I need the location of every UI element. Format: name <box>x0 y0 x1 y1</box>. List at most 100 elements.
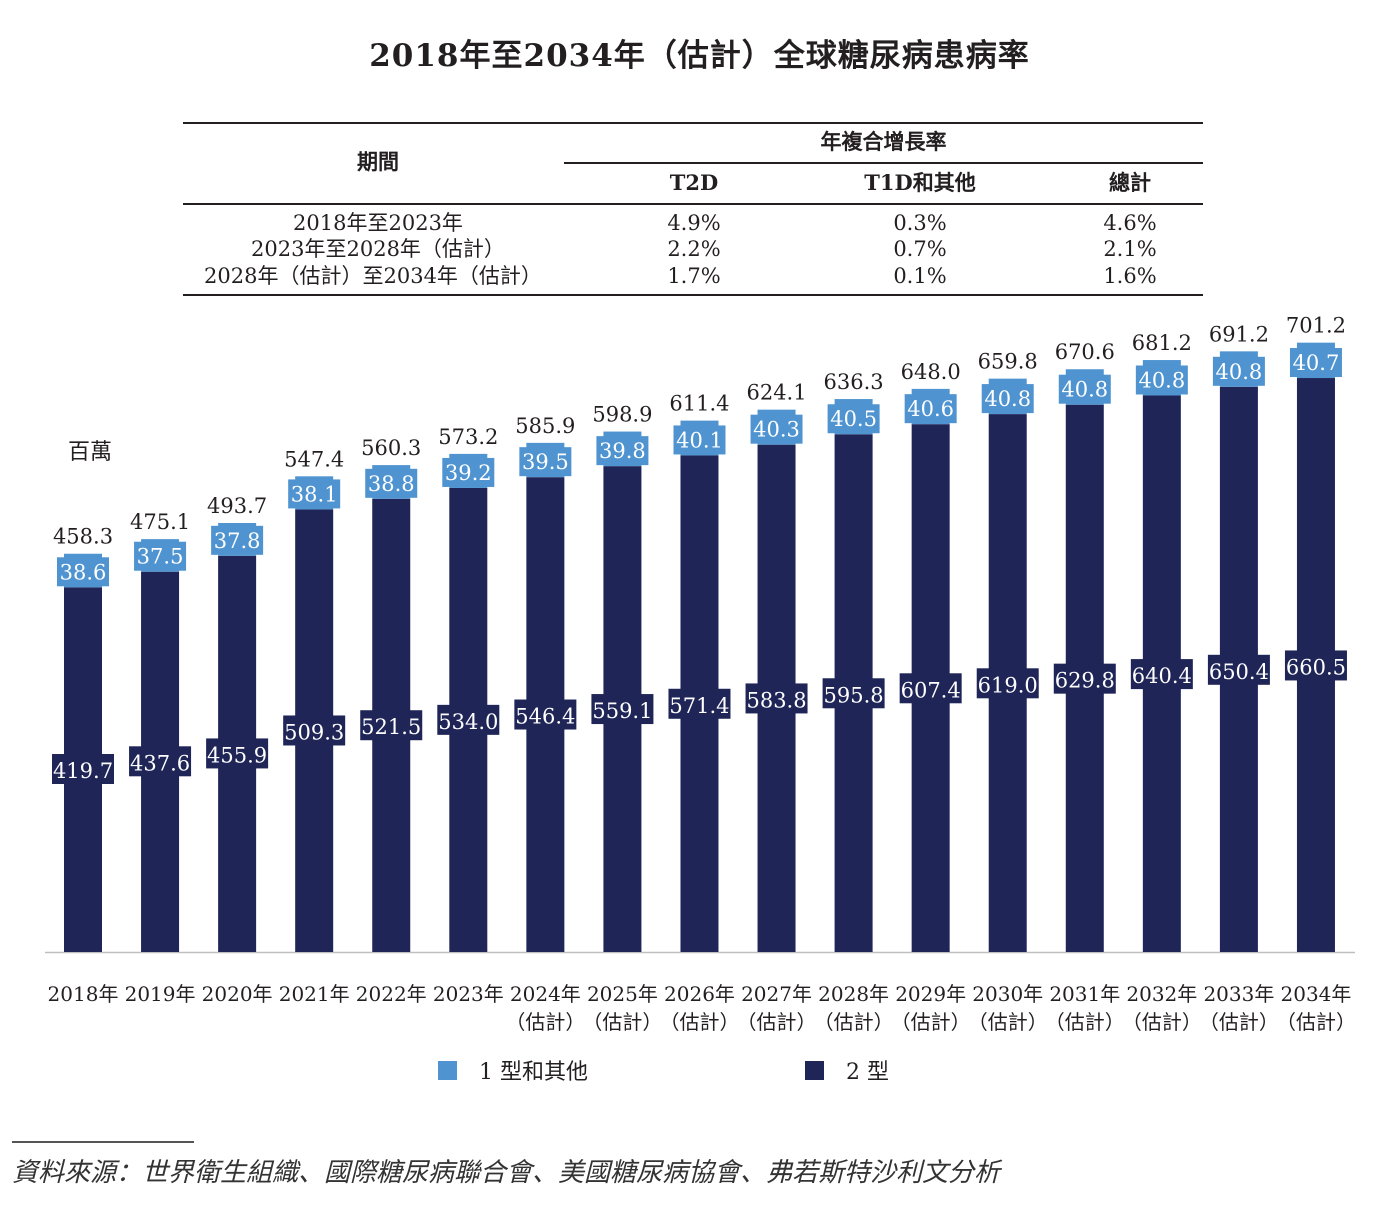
data-label-type2: 640.4 <box>1132 664 1192 688</box>
x-tick-estimate-note: （估計） <box>967 1010 1048 1034</box>
data-label-total: 648.0 <box>901 360 961 384</box>
col-header-t1d: T1D和其他 <box>864 170 976 195</box>
label-box-type2 <box>822 678 885 709</box>
data-label-total: 636.3 <box>824 370 884 394</box>
cagr-table: 期間 年複合增長率 T2D T1D和其他 總計 2018年至2023年 4.9%… <box>183 122 1203 298</box>
label-box-type2 <box>1284 650 1347 681</box>
label-box-type2 <box>129 746 192 777</box>
table-top-rule <box>183 122 1203 124</box>
x-tick-estimate-note: （估計） <box>1121 1010 1202 1034</box>
label-box-type1 <box>981 384 1034 414</box>
table-row-1-period: 2018年至2023年 <box>293 211 463 235</box>
x-tick-label: 2026年 （估計） <box>659 980 739 1036</box>
data-label-total: 475.1 <box>130 510 190 534</box>
x-tick-estimate-note: （估計） <box>582 1010 663 1034</box>
legend-label-type2: 2 型 <box>846 1060 889 1085</box>
data-label-type2: 595.8 <box>824 683 884 707</box>
data-label-type1: 39.8 <box>599 439 646 463</box>
x-tick-label: 2028年 （估計） <box>814 980 894 1036</box>
x-tick-year: 2025年 <box>586 982 658 1006</box>
table-row-3-period: 2028年（估計）至2034年（估計） <box>204 264 542 288</box>
data-label-type1: 40.8 <box>1216 360 1263 384</box>
label-box-type2 <box>1053 663 1116 694</box>
x-tick-label: 2023年 <box>428 980 508 1008</box>
data-label-type1: 40.8 <box>984 387 1031 411</box>
data-label-type2: 559.1 <box>592 699 652 723</box>
x-tick-year: 2022年 <box>355 982 427 1006</box>
data-label-total: 458.3 <box>53 525 113 549</box>
data-label-type2: 650.4 <box>1209 660 1269 684</box>
data-label-type2: 629.8 <box>1055 669 1115 693</box>
x-tick-label: 2022年 <box>351 980 431 1008</box>
table-row-1-t1d: 0.3% <box>893 211 947 235</box>
label-box-type2 <box>283 715 346 746</box>
table-row-2-t2d: 2.2% <box>667 237 721 261</box>
legend-item-type2: 2 型 <box>805 1054 889 1086</box>
label-box-type1 <box>673 425 726 455</box>
data-label-type2: 521.5 <box>361 715 421 739</box>
x-tick-year: 2019年 <box>124 982 196 1006</box>
data-label-total: 670.6 <box>1055 340 1115 364</box>
x-tick-estimate-note: （估計） <box>1198 1010 1279 1034</box>
data-label-type1: 38.1 <box>291 482 338 506</box>
x-tick-year: 2030年 <box>972 982 1044 1006</box>
data-label-type2: 437.6 <box>130 751 190 775</box>
x-tick-label: 2018年 <box>43 980 123 1008</box>
x-tick-estimate-note: （估計） <box>890 1010 971 1034</box>
x-tick-year: 2027年 <box>741 982 812 1006</box>
data-label-total: 611.4 <box>669 392 729 416</box>
x-tick-estimate-note: （估計） <box>736 1010 817 1034</box>
x-tick-year: 2021年 <box>278 982 350 1006</box>
x-tick-label: 2029年 （估計） <box>891 980 971 1036</box>
table-row-2-total: 2.1% <box>1103 237 1157 261</box>
data-label-total: 560.3 <box>361 436 421 460</box>
label-box-type1 <box>904 394 957 424</box>
data-label-type1: 40.3 <box>753 418 800 442</box>
label-box-type1 <box>442 457 495 487</box>
label-box-type1 <box>288 479 341 509</box>
x-tick-year: 2018年 <box>47 982 119 1006</box>
data-label-total: 598.9 <box>592 403 652 427</box>
data-label-type2: 419.7 <box>53 759 113 783</box>
x-tick-label: 2034年 （估計） <box>1276 980 1356 1036</box>
data-label-type1: 37.5 <box>137 545 184 569</box>
label-box-type2 <box>1207 654 1270 685</box>
data-label-type1: 40.7 <box>1293 351 1340 375</box>
x-tick-estimate-note: （估計） <box>813 1010 894 1034</box>
data-label-type1: 40.1 <box>676 428 723 452</box>
label-box-type2 <box>745 683 808 714</box>
label-box-type1 <box>1058 374 1111 404</box>
legend-swatch-type1 <box>438 1060 457 1080</box>
legend-label-type1: 1 型和其他 <box>479 1060 588 1085</box>
table-row-3-total: 1.6% <box>1103 264 1157 288</box>
data-label-type2: 571.4 <box>669 694 729 718</box>
label-box-type2 <box>591 694 654 725</box>
x-tick-year: 2028年 <box>818 982 890 1006</box>
x-tick-year: 2024年 <box>509 982 581 1006</box>
table-row-1-total: 4.6% <box>1103 211 1157 235</box>
label-box-type1 <box>1212 356 1265 386</box>
x-tick-year: 2029年 <box>895 982 967 1006</box>
x-tick-estimate-note: （估計） <box>1275 1010 1356 1034</box>
legend-swatch-type2 <box>805 1060 824 1080</box>
label-box-type1 <box>57 557 109 587</box>
x-tick-year: 2032年 <box>1126 982 1198 1006</box>
label-box-type2 <box>437 704 500 735</box>
label-box-type1 <box>365 468 418 498</box>
label-box-type1 <box>134 541 187 571</box>
label-box-type1 <box>827 404 880 434</box>
table-row-3-t1d: 0.1% <box>893 264 947 288</box>
data-label-type2: 619.0 <box>978 673 1038 697</box>
x-tick-label: 2020年 <box>197 980 277 1008</box>
table-row-2-t1d: 0.7% <box>893 237 947 261</box>
data-label-type1: 40.6 <box>907 397 954 421</box>
cagr-group-header: 年複合增長率 <box>820 129 947 154</box>
table-row-3-t2d: 1.7% <box>667 264 721 288</box>
data-label-type1: 39.2 <box>445 461 492 485</box>
label-box-type2 <box>1130 659 1193 690</box>
table-group-rule <box>564 162 1203 164</box>
y-unit-label: 百萬 <box>68 440 113 465</box>
label-box-type1 <box>1289 348 1342 378</box>
label-box-type2 <box>360 710 423 741</box>
label-box-type2 <box>976 668 1039 699</box>
